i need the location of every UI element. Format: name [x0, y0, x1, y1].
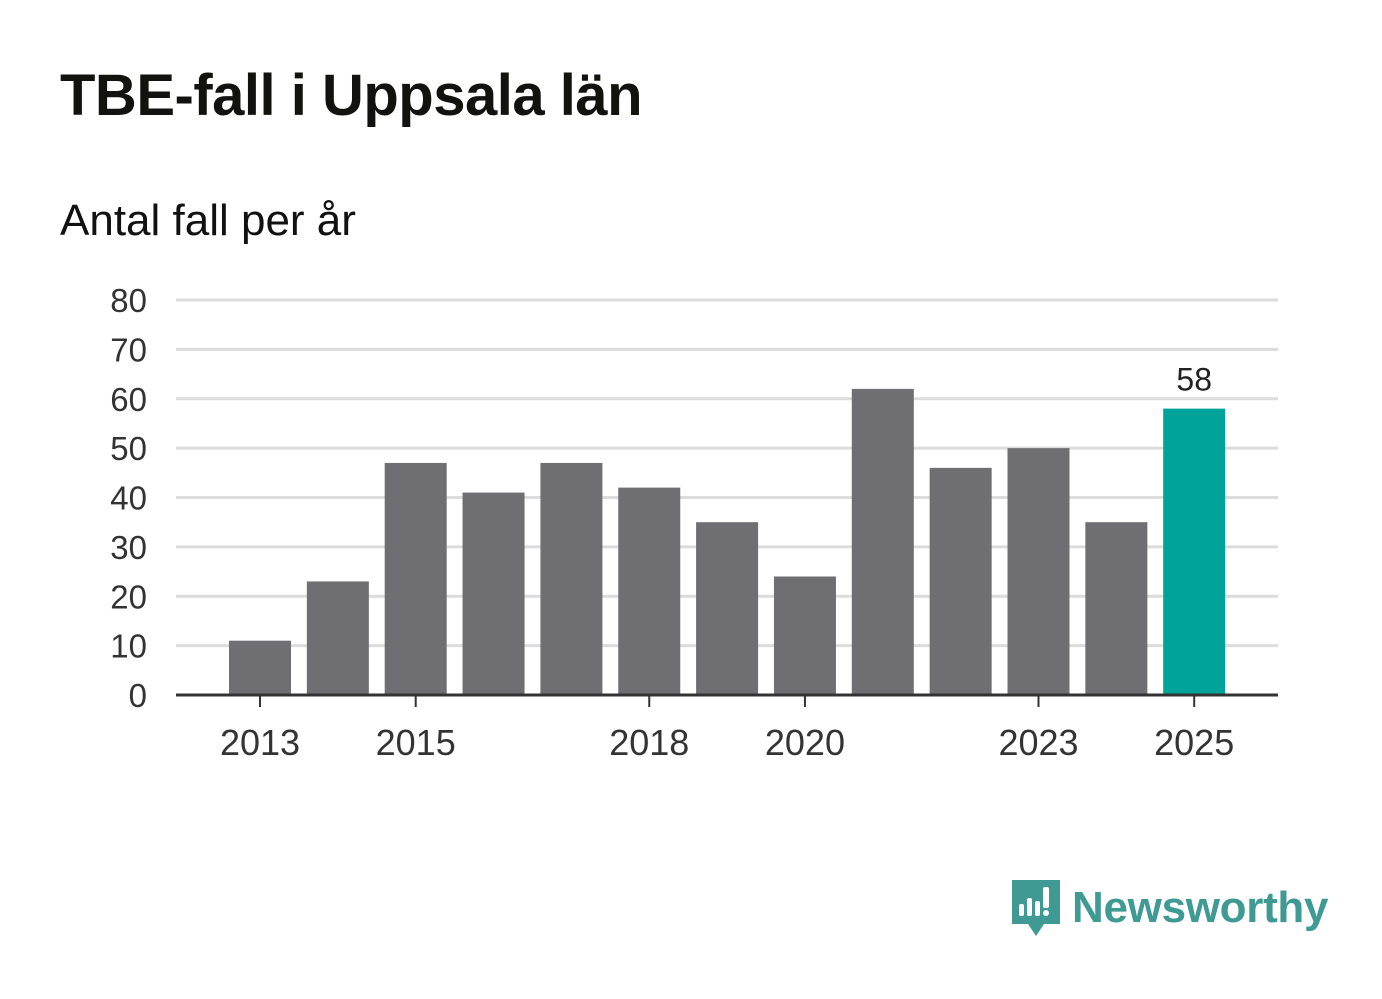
newsworthy-logo-icon: [1012, 880, 1060, 936]
bar-2020: [773, 576, 836, 695]
bar-2021: [851, 388, 914, 695]
data-labels: 58: [1176, 362, 1212, 398]
y-tick-label: 0: [129, 677, 147, 714]
y-tick-label: 20: [110, 578, 147, 615]
chart-title: TBE-fall i Uppsala län: [60, 63, 643, 128]
y-tick-label: 10: [110, 628, 147, 665]
bar-2017: [540, 462, 603, 695]
newsworthy-logo-text: Newsworthy: [1072, 883, 1329, 932]
bar-2025: [1163, 408, 1226, 695]
bar-2019: [696, 522, 759, 695]
x-tick-label: 2020: [765, 722, 845, 763]
data-label-2025: 58: [1176, 362, 1212, 398]
y-tick-label: 50: [110, 430, 147, 467]
chart-subtitle: Antal fall per år: [60, 196, 356, 245]
bars: [229, 388, 1226, 695]
y-tick-label: 40: [110, 480, 147, 517]
y-tick-label: 60: [110, 381, 147, 418]
bar-2015: [384, 462, 447, 695]
newsworthy-logo: Newsworthy: [1010, 878, 1328, 938]
y-tick-label: 30: [110, 529, 147, 566]
y-tick-label: 80: [110, 282, 147, 319]
x-tick-label: 2023: [998, 722, 1078, 763]
bar-2016: [462, 492, 525, 695]
x-tick-label: 2013: [220, 722, 300, 763]
bar-2022: [929, 467, 992, 695]
x-tick-label: 2015: [376, 722, 456, 763]
bar-2024: [1085, 522, 1148, 695]
bar-2018: [618, 487, 681, 695]
bar-2014: [306, 581, 369, 695]
x-axis-ticks: 2013 2015 2018 2020 2023 2025: [220, 695, 1234, 763]
bar-2013: [229, 640, 291, 695]
bar-2023: [1007, 448, 1070, 695]
x-tick-label: 2025: [1154, 722, 1234, 763]
y-axis-ticks: 0 10 20 30 40 50 60 70 80: [110, 282, 147, 714]
x-tick-label: 2018: [609, 722, 689, 763]
y-tick-label: 70: [110, 331, 147, 368]
